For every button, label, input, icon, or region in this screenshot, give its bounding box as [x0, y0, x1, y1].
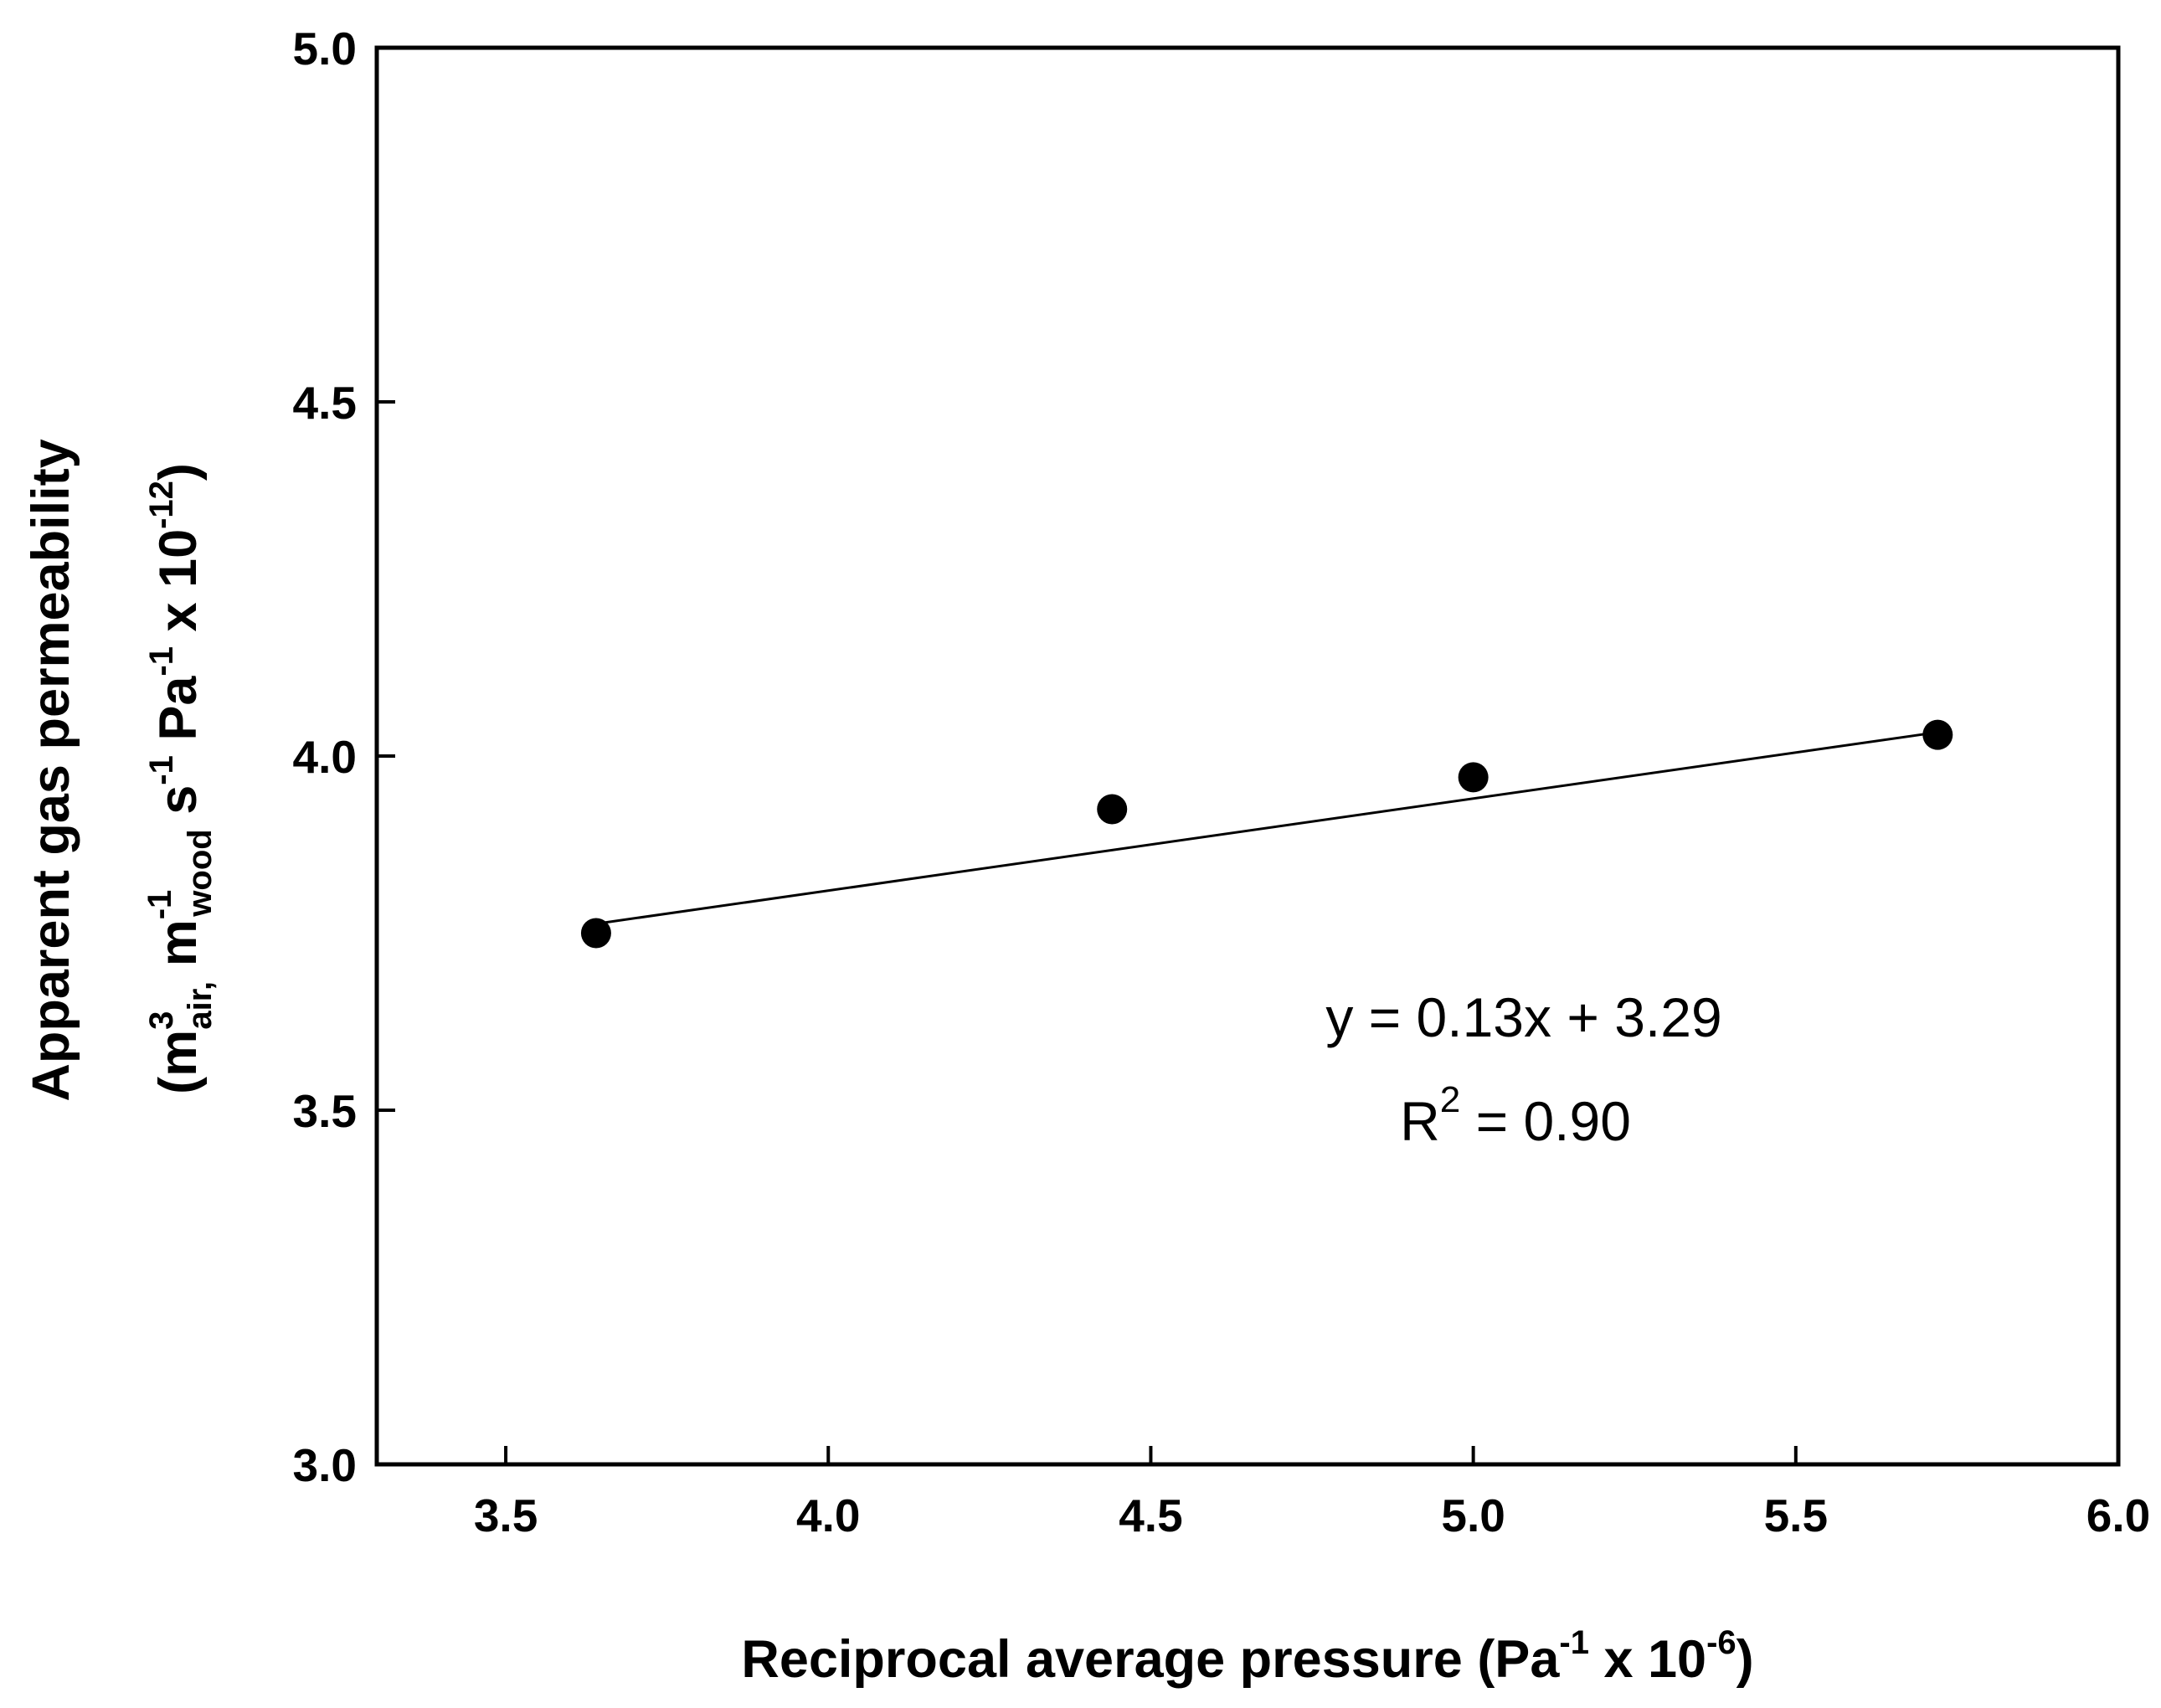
x-tick-label: 5.5: [1764, 1489, 1828, 1541]
plot-frame: [374, 45, 2121, 1467]
fit-equation: y = 0.13x + 3.29: [1325, 986, 1721, 1048]
x-tick-label: 3.5: [474, 1489, 538, 1541]
y-tick-label: 4.5: [293, 377, 357, 429]
r-squared: R2 = 0.90: [1400, 1079, 1631, 1152]
y-axis-title-line1: Apparent gas permeability: [22, 439, 80, 1101]
x-tick-label: 4.0: [796, 1489, 860, 1541]
y-axis-title-line2: (m3air, m-1 wood s-1 Pa-1 x 10-12): [141, 463, 219, 1094]
y-tick-label: 3.5: [293, 1085, 357, 1137]
data-point: [580, 918, 611, 949]
x-tick-label: 5.0: [1441, 1489, 1505, 1541]
fit-line: [595, 731, 1938, 925]
x-axis-title: Reciprocal average pressure (Pa-1 x 10-6…: [741, 1624, 1753, 1689]
x-axis-ticks: 3.5 4.0 4.5 5.0 5.5 6.0: [474, 1446, 2150, 1541]
y-tick-label: 3.0: [293, 1439, 357, 1491]
data-point: [1097, 794, 1128, 825]
x-tick-label: 6.0: [2086, 1489, 2150, 1541]
y-tick-label: 5.0: [293, 23, 357, 75]
data-points: [580, 719, 1953, 949]
y-axis-ticks: 3.0 3.5 4.0 4.5 5.0: [293, 23, 395, 1491]
y-tick-label: 4.0: [293, 731, 357, 783]
data-point: [1458, 762, 1489, 793]
data-point: [1922, 719, 1953, 750]
x-tick-label: 4.5: [1119, 1489, 1182, 1541]
